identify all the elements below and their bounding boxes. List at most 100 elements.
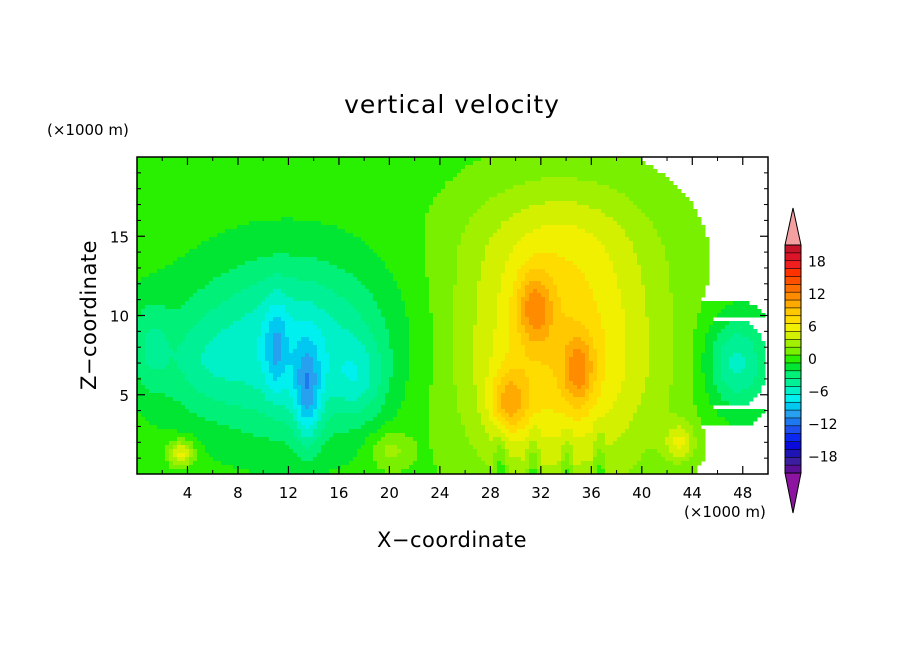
field-cell: [521, 313, 526, 318]
field-cell: [489, 413, 494, 418]
field-cell: [541, 409, 554, 414]
field-cell: [497, 373, 506, 378]
field-cell: [585, 357, 590, 362]
field-cell: [433, 453, 478, 458]
field-cell: [313, 369, 322, 374]
field-cell: [297, 401, 302, 406]
field-cell: [617, 281, 642, 286]
field-cell: [297, 377, 306, 382]
field-cell: [453, 317, 478, 322]
field-cell: [429, 289, 454, 294]
field-cell: [149, 329, 162, 334]
field-cell: [325, 309, 358, 314]
field-cell: [361, 313, 382, 318]
field-cell: [529, 445, 538, 450]
field-cell: [357, 369, 370, 374]
field-cell: [509, 369, 526, 374]
field-cell: [581, 385, 590, 390]
field-cell: [425, 217, 470, 222]
field-cell: [625, 377, 646, 382]
colorbar-tick-label: −18: [808, 450, 838, 466]
field-cell: [477, 397, 486, 402]
field-cell: [137, 209, 430, 214]
field-cell: [369, 377, 382, 382]
field-cell: [357, 377, 370, 382]
field-cell: [497, 449, 506, 454]
field-cell: [565, 413, 590, 418]
x-tick-label: 36: [582, 484, 601, 502]
field-cell: [373, 417, 394, 422]
field-cell: [377, 461, 414, 466]
field-cell: [257, 357, 266, 362]
field-cell: [525, 345, 566, 350]
field-cell: [429, 389, 458, 394]
field-cell: [529, 297, 546, 302]
field-cell: [505, 265, 522, 270]
field-cell: [521, 417, 530, 422]
field-cell: [525, 285, 546, 290]
field-cell: [329, 417, 374, 422]
field-cell: [217, 421, 286, 426]
field-cell: [317, 397, 322, 402]
field-cell: [517, 313, 522, 318]
field-cell: [525, 449, 542, 454]
field-cell: [137, 465, 170, 470]
field-cell: [485, 393, 494, 398]
field-cell: [605, 337, 626, 342]
field-cell: [137, 273, 150, 278]
field-cell: [509, 333, 522, 338]
x-axis-label: X−coordinate: [377, 528, 527, 552]
field-cell: [517, 409, 526, 414]
field-cell: [625, 341, 650, 346]
field-cell: [589, 353, 598, 358]
field-cell: [181, 401, 226, 406]
field-cell: [329, 313, 362, 318]
field-cell: [705, 373, 714, 378]
field-cell: [501, 225, 542, 230]
field-cell: [541, 293, 550, 298]
x-tick-label: 16: [329, 484, 348, 502]
field-cell: [621, 305, 646, 310]
field-cell: [505, 433, 530, 438]
field-cell: [509, 297, 518, 302]
field-cell: [497, 317, 510, 322]
field-cell: [481, 457, 494, 462]
field-cell: [581, 337, 594, 342]
field-cell: [137, 161, 474, 166]
field-cell: [673, 461, 682, 466]
field-cell: [597, 237, 630, 242]
field-cell: [649, 369, 674, 374]
field-cell: [205, 349, 258, 354]
field-cell: [625, 233, 658, 238]
field-cell: [529, 293, 542, 298]
field-cell: [461, 417, 482, 422]
field-cell: [305, 353, 310, 358]
field-cell: [569, 361, 586, 366]
field-cell: [297, 437, 318, 442]
field-cell: [757, 353, 766, 358]
field-cell: [369, 365, 382, 370]
field-cell: [489, 417, 498, 422]
field-cell: [497, 409, 506, 414]
field-cell: [565, 441, 570, 446]
field-cell: [265, 317, 274, 322]
field-cell: [513, 381, 530, 386]
field-cell: [265, 313, 290, 318]
field-cell: [705, 345, 714, 350]
x-tick-label: 20: [380, 484, 399, 502]
field-cell: [605, 457, 642, 462]
field-cell: [317, 409, 326, 414]
field-cell: [665, 257, 710, 262]
field-cell: [209, 309, 254, 314]
field-cell: [609, 257, 638, 262]
field-cell: [297, 393, 302, 398]
field-cell: [433, 345, 454, 350]
x-tick-label: 40: [632, 484, 651, 502]
field-cell: [573, 349, 582, 354]
field-cell: [269, 385, 294, 390]
field-cell: [473, 373, 490, 378]
field-cell: [489, 409, 494, 414]
field-cell: [685, 453, 694, 458]
field-cell: [541, 453, 562, 458]
field-cell: [661, 241, 710, 246]
